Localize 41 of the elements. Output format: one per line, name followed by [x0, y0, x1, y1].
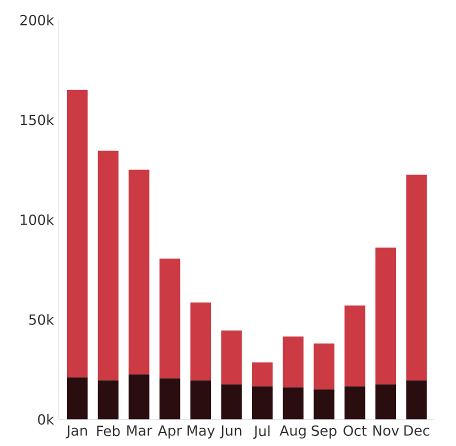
y-tick-label: 100k — [20, 214, 54, 226]
x-tick-label: Oct — [344, 425, 367, 436]
x-tick-label: Dec — [404, 425, 430, 436]
y-tick-label: 50k — [29, 314, 54, 325]
bar — [406, 174, 427, 380]
bar — [128, 374, 150, 420]
x-tick-label: May — [188, 425, 215, 438]
bar — [314, 389, 334, 420]
y-tick-label: 0k — [38, 414, 54, 425]
x-tick-label: Feb — [97, 425, 120, 436]
x-tick-label: Aug — [280, 425, 306, 438]
x-tick-label: Nov — [373, 425, 399, 436]
x-tick-label: Jan — [66, 425, 87, 438]
bar — [282, 387, 304, 420]
x-tick-label: Jun — [220, 425, 242, 438]
bar — [314, 343, 334, 390]
bar — [344, 306, 366, 386]
x-tick-label: Jul — [253, 425, 270, 439]
bar — [344, 386, 366, 420]
bar — [375, 248, 396, 384]
bar — [406, 380, 427, 420]
bar — [160, 258, 180, 378]
x-tick-label: Mar — [127, 425, 152, 436]
bar — [98, 150, 119, 380]
bar — [252, 362, 273, 386]
y-tick-label: 200k — [20, 14, 54, 26]
bar — [221, 384, 242, 420]
bar — [282, 336, 304, 388]
bar — [375, 384, 396, 420]
bar — [190, 302, 212, 380]
bar — [190, 380, 212, 420]
bar — [128, 170, 150, 374]
bar — [221, 330, 242, 384]
x-tick-label: Sep — [312, 425, 336, 439]
bar — [160, 378, 180, 420]
x-tick-label: Apr — [158, 425, 182, 438]
y-tick-label: 150k — [20, 114, 54, 126]
bar — [67, 90, 88, 378]
bar — [252, 386, 273, 420]
bar — [67, 377, 88, 420]
bar — [98, 380, 119, 420]
